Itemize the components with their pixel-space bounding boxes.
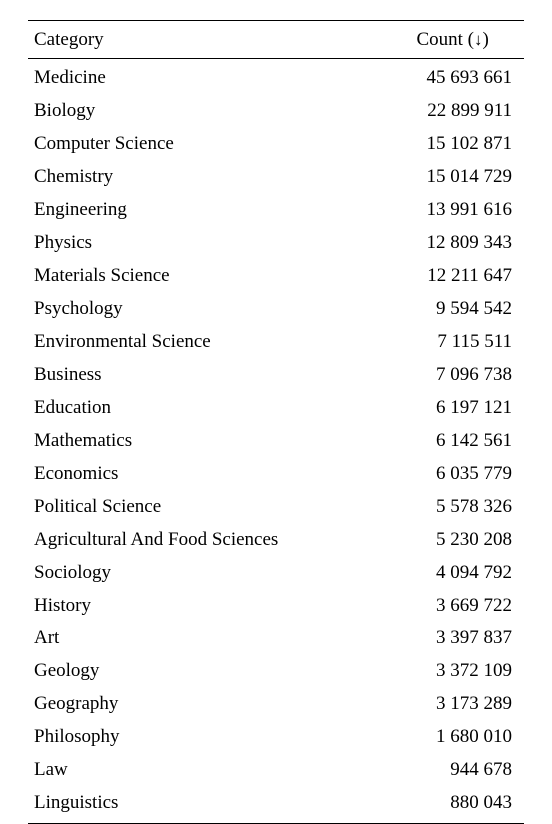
cell-category: Business: [28, 359, 381, 392]
cell-count: 12 809 343: [381, 227, 524, 260]
cell-count: 3 372 109: [381, 655, 524, 688]
table-row: Biology22 899 911: [28, 95, 524, 128]
cell-category: Law: [28, 754, 381, 787]
cell-count: 3 669 722: [381, 590, 524, 623]
cell-count: 3 397 837: [381, 622, 524, 655]
table-row: Physics12 809 343: [28, 227, 524, 260]
cell-category: Philosophy: [28, 721, 381, 754]
cell-count: 6 197 121: [381, 392, 524, 425]
cell-count: 880 043: [381, 787, 524, 823]
table-row: Art 3 397 837: [28, 622, 524, 655]
table-row: Law 944 678: [28, 754, 524, 787]
cell-category: Psychology: [28, 293, 381, 326]
table-row: Engineering13 991 616: [28, 194, 524, 227]
cell-count: 944 678: [381, 754, 524, 787]
table-body: Medicine45 693 661Biology22 899 911Compu…: [28, 59, 524, 824]
table-row: Political Science 5 578 326: [28, 491, 524, 524]
table-row: History 3 669 722: [28, 590, 524, 623]
cell-category: Medicine: [28, 59, 381, 95]
cell-category: Education: [28, 392, 381, 425]
cell-category: Art: [28, 622, 381, 655]
cell-count: 4 094 792: [381, 557, 524, 590]
header-count-suffix: ): [483, 29, 489, 50]
cell-count: 12 211 647: [381, 260, 524, 293]
cell-category: Agricultural And Food Sciences: [28, 524, 381, 557]
cell-category: Environmental Science: [28, 326, 381, 359]
table-row: Environmental Science 7 115 511: [28, 326, 524, 359]
cell-category: Materials Science: [28, 260, 381, 293]
table-row: Agricultural And Food Sciences 5 230 208: [28, 524, 524, 557]
cell-category: Linguistics: [28, 787, 381, 823]
table-row: Education 6 197 121: [28, 392, 524, 425]
header-category: Category: [28, 21, 381, 59]
cell-category: Physics: [28, 227, 381, 260]
table-row: Psychology 9 594 542: [28, 293, 524, 326]
category-count-table: Category Count (↓) Medicine45 693 661Bio…: [28, 20, 524, 824]
cell-count: 13 991 616: [381, 194, 524, 227]
cell-category: Biology: [28, 95, 381, 128]
cell-category: Computer Science: [28, 128, 381, 161]
cell-category: History: [28, 590, 381, 623]
cell-count: 9 594 542: [381, 293, 524, 326]
cell-category: Geology: [28, 655, 381, 688]
cell-category: Economics: [28, 458, 381, 491]
table-row: Linguistics 880 043: [28, 787, 524, 823]
cell-category: Geography: [28, 688, 381, 721]
table-row: Business 7 096 738: [28, 359, 524, 392]
cell-count: 1 680 010: [381, 721, 524, 754]
table-row: Geology 3 372 109: [28, 655, 524, 688]
table-row: Materials Science12 211 647: [28, 260, 524, 293]
cell-count: 3 173 289: [381, 688, 524, 721]
header-count-prefix: Count (: [416, 29, 474, 50]
cell-count: 6 142 561: [381, 425, 524, 458]
cell-count: 15 102 871: [381, 128, 524, 161]
cell-count: 5 230 208: [381, 524, 524, 557]
cell-count: 15 014 729: [381, 161, 524, 194]
cell-category: Political Science: [28, 491, 381, 524]
table-row: Geography 3 173 289: [28, 688, 524, 721]
header-count: Count (↓): [381, 21, 524, 59]
table-row: Philosophy 1 680 010: [28, 721, 524, 754]
cell-category: Mathematics: [28, 425, 381, 458]
table-row: Economics 6 035 779: [28, 458, 524, 491]
sort-arrow-down-icon: ↓: [474, 30, 483, 49]
cell-category: Sociology: [28, 557, 381, 590]
table-header-row: Category Count (↓): [28, 21, 524, 59]
cell-category: Engineering: [28, 194, 381, 227]
table-row: Sociology 4 094 792: [28, 557, 524, 590]
table-row: Chemistry15 014 729: [28, 161, 524, 194]
cell-count: 22 899 911: [381, 95, 524, 128]
cell-count: 6 035 779: [381, 458, 524, 491]
table-row: Medicine45 693 661: [28, 59, 524, 95]
cell-category: Chemistry: [28, 161, 381, 194]
table-row: Mathematics 6 142 561: [28, 425, 524, 458]
cell-count: 5 578 326: [381, 491, 524, 524]
cell-count: 45 693 661: [381, 59, 524, 95]
cell-count: 7 115 511: [381, 326, 524, 359]
cell-count: 7 096 738: [381, 359, 524, 392]
table-row: Computer Science15 102 871: [28, 128, 524, 161]
